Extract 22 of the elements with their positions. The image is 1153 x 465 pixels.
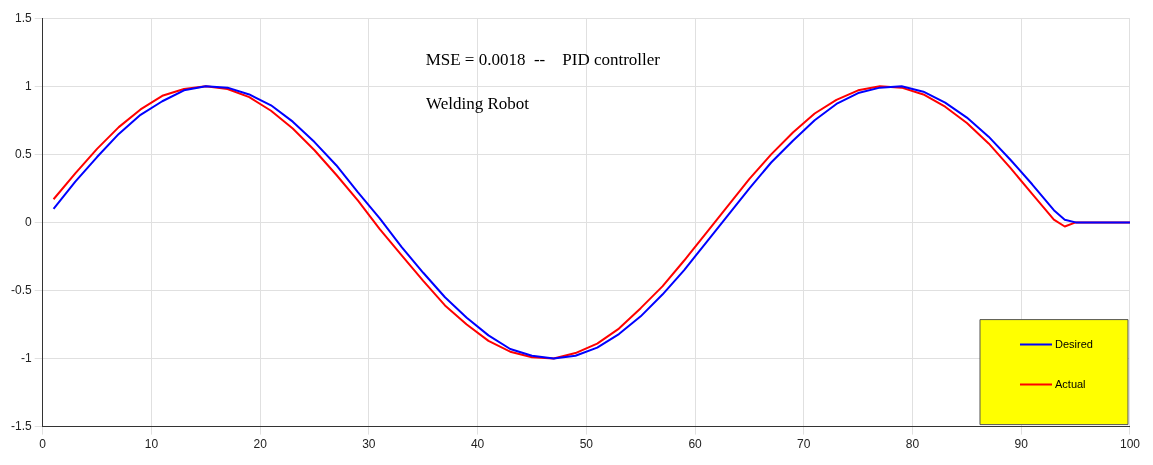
y-tick-label: -1 xyxy=(21,350,32,365)
x-tick-label: 90 xyxy=(1014,437,1029,452)
legend-label: Desired xyxy=(1054,337,1093,350)
annotation: MSE = 0.0018 -- PID controller xyxy=(425,49,661,69)
x-tick-label: 20 xyxy=(253,437,268,452)
x-tick-label: 0 xyxy=(39,437,47,452)
y-tick-label: 0 xyxy=(24,214,32,229)
x-tick-label: 50 xyxy=(579,437,594,452)
y-tick-label: -1.5 xyxy=(10,418,32,433)
legend-label: Actual xyxy=(1054,377,1086,390)
x-tick-label: 40 xyxy=(470,437,485,452)
x-tick-label: 80 xyxy=(905,437,920,452)
annotation: Welding Robot xyxy=(426,93,530,113)
y-tick-label: 1.5 xyxy=(14,10,32,25)
y-tick-label: 1 xyxy=(24,78,32,93)
y-tick-label: 0.5 xyxy=(14,146,32,161)
x-tick-label: 30 xyxy=(362,437,376,452)
x-tick-label: 60 xyxy=(688,437,703,452)
x-tick-label: 70 xyxy=(797,437,811,452)
x-tick-label: 10 xyxy=(144,437,159,452)
x-tick-label: 100 xyxy=(1119,437,1141,452)
y-tick-label: -0.5 xyxy=(10,282,32,297)
